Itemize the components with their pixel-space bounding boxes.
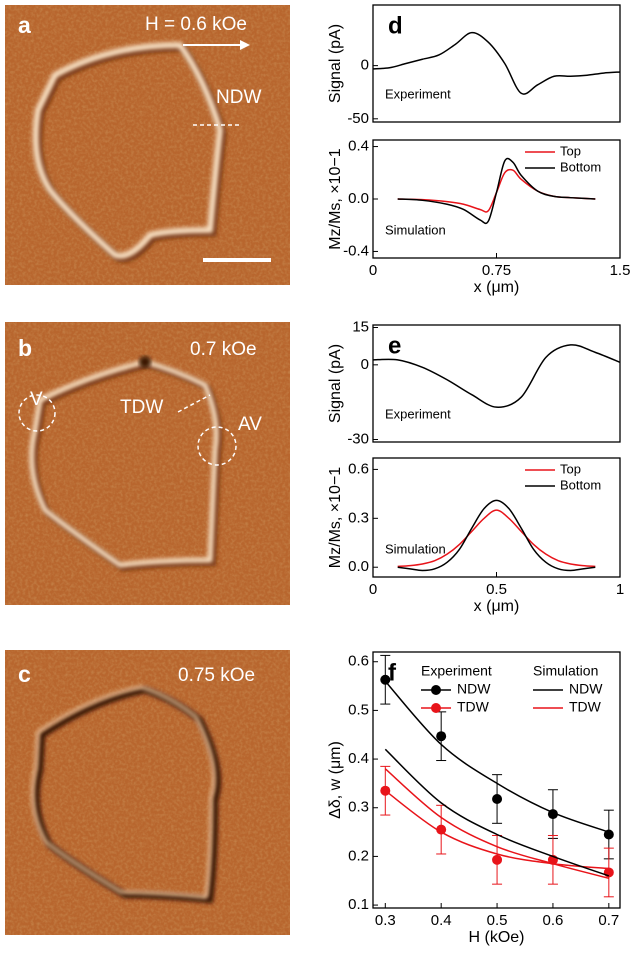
data-point bbox=[436, 824, 447, 835]
x-tick-label: 0 bbox=[369, 581, 377, 598]
panel-letter: e bbox=[388, 332, 401, 359]
data-line bbox=[384, 748, 610, 877]
y-axis-label: Mz/Ms, ×10−1 bbox=[327, 467, 344, 568]
field-label: 0.7 kOe bbox=[190, 339, 257, 360]
data-line bbox=[384, 680, 610, 833]
plot-frame bbox=[372, 4, 621, 123]
data-line bbox=[397, 499, 596, 572]
x-tick-label: 0.6 bbox=[543, 912, 564, 929]
legend-label: TDW bbox=[457, 699, 490, 715]
panel-letter: c bbox=[18, 661, 31, 687]
y-axis-label: Mz/Ms, ×10−1 bbox=[327, 148, 344, 249]
field-label: H = 0.6 kOe bbox=[145, 14, 247, 35]
annotation: Simulation bbox=[385, 222, 446, 237]
legend-label: Bottom bbox=[560, 159, 601, 174]
x-tick-label: 0.75 bbox=[482, 262, 511, 279]
y-tick-label: 0 bbox=[361, 356, 369, 373]
annotation: Experiment bbox=[385, 406, 451, 421]
plot-frame bbox=[372, 457, 621, 578]
legend-label: TDW bbox=[569, 699, 602, 715]
data-point bbox=[436, 731, 447, 742]
mfm-image-b: b 0.7 kOe V TDW AV bbox=[5, 322, 290, 605]
data-line bbox=[397, 157, 596, 225]
data-point bbox=[492, 793, 503, 804]
x-tick-label: 0 bbox=[369, 262, 377, 279]
x-tick-label: 1 bbox=[616, 581, 624, 598]
y-axis-label: Signal (pA) bbox=[327, 344, 344, 423]
x-tick-label: 0.5 bbox=[486, 581, 507, 598]
x-axis-label: x (μm) bbox=[474, 598, 520, 615]
y-axis-label: Δδ, w (μm) bbox=[327, 741, 344, 819]
y-tick-label: 0.5 bbox=[348, 701, 369, 718]
legend-label: Top bbox=[560, 461, 581, 476]
y-tick-label: 0.1 bbox=[348, 896, 369, 913]
legend-label: NDW bbox=[569, 681, 603, 697]
legend-label: Top bbox=[560, 143, 581, 158]
y-tick-label: 0.0 bbox=[348, 190, 369, 207]
plot-frame bbox=[372, 324, 621, 443]
y-tick-label: 0.3 bbox=[348, 509, 369, 526]
annotation: Experiment bbox=[385, 86, 451, 101]
y-tick-label: 0.0 bbox=[348, 558, 369, 575]
x-tick-label: 0.3 bbox=[375, 912, 396, 929]
legend-label: Bottom bbox=[560, 477, 601, 492]
panel-letter: f bbox=[388, 659, 397, 686]
plot-frame bbox=[372, 651, 621, 909]
wall-label: V bbox=[30, 389, 43, 410]
y-tick-label: 0.6 bbox=[348, 653, 369, 670]
y-tick-label: 0.4 bbox=[348, 138, 369, 155]
y-tick-label: -50 bbox=[347, 110, 369, 127]
y-tick-label: 15 bbox=[352, 318, 369, 335]
legend-marker bbox=[431, 685, 441, 695]
arrow-head bbox=[240, 40, 250, 50]
data-point bbox=[492, 854, 503, 865]
panel-letter: d bbox=[388, 12, 403, 39]
y-axis-label: Signal (pA) bbox=[327, 24, 344, 103]
wall-label: AV bbox=[238, 414, 262, 435]
vortex-circle bbox=[18, 394, 56, 432]
x-tick-label: 1.5 bbox=[610, 262, 631, 279]
legend-label: NDW bbox=[457, 681, 491, 697]
data-line bbox=[397, 509, 596, 568]
y-tick-label: 0.6 bbox=[348, 460, 369, 477]
x-tick-label: 0.4 bbox=[431, 912, 452, 929]
y-tick-label: 0 bbox=[361, 57, 369, 74]
x-tick-label: 0.7 bbox=[598, 912, 619, 929]
mfm-image-a: a H = 0.6 kOe NDW bbox=[5, 5, 290, 285]
legend-title: Simulation bbox=[533, 663, 598, 679]
x-axis-label: x (μm) bbox=[474, 279, 520, 296]
wall-label: TDW bbox=[120, 397, 163, 418]
panel-letter: b bbox=[18, 335, 32, 361]
legend-marker bbox=[431, 703, 441, 713]
wall-label: NDW bbox=[216, 87, 261, 108]
panel-letter: a bbox=[18, 12, 31, 38]
data-line bbox=[384, 790, 609, 870]
data-point bbox=[380, 674, 391, 685]
y-tick-label: -30 bbox=[347, 430, 369, 447]
data-line bbox=[384, 768, 610, 880]
legend-title: Experiment bbox=[421, 663, 492, 679]
y-tick-label: 0.2 bbox=[348, 847, 369, 864]
cut-line bbox=[177, 394, 211, 413]
mfm-image-c: c 0.75 kOe bbox=[5, 650, 290, 935]
data-line bbox=[372, 31, 621, 95]
y-tick-label: 0.3 bbox=[348, 799, 369, 816]
field-label: 0.75 kOe bbox=[178, 665, 255, 686]
annotation: Simulation bbox=[385, 541, 446, 556]
y-tick-label: 0.4 bbox=[348, 750, 369, 767]
antivortex-circle bbox=[197, 426, 237, 466]
data-line bbox=[372, 344, 621, 408]
x-axis-label: H (kOe) bbox=[469, 929, 525, 946]
y-tick-label: -0.4 bbox=[343, 242, 369, 259]
x-tick-label: 0.5 bbox=[487, 912, 508, 929]
